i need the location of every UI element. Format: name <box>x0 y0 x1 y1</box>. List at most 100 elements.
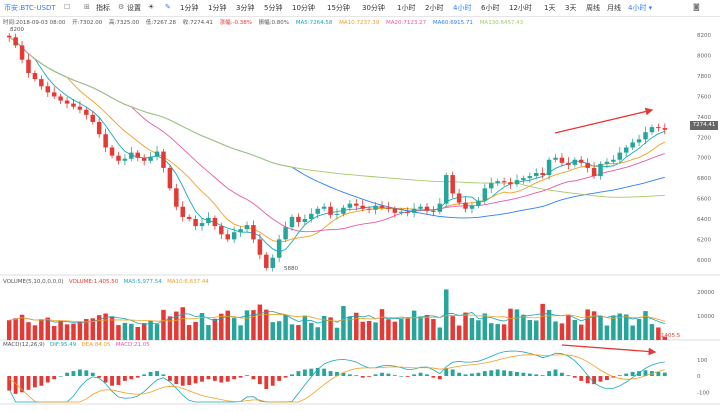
macd-bar <box>405 376 410 377</box>
macd-bar <box>322 368 327 376</box>
candle-body <box>373 205 378 210</box>
candle-body <box>96 121 102 135</box>
interval-1[interactable]: 1分钟 <box>208 4 227 12</box>
info-ma5: MA5:7264.58 <box>295 20 333 26</box>
macd-bar <box>605 376 609 381</box>
volume-bar <box>444 289 449 340</box>
macd-bar <box>13 376 18 394</box>
price-tick-label: 8000 <box>697 54 711 60</box>
interval-8[interactable]: 2小时 <box>425 4 444 12</box>
volume-bar <box>386 319 391 340</box>
candle-body <box>321 206 327 209</box>
info-close: 收:7274.41 <box>182 20 213 26</box>
macd-bar <box>495 369 500 376</box>
macd-bar <box>277 376 282 381</box>
interval-4[interactable]: 10分钟 <box>292 4 315 12</box>
pair-selector[interactable]: 币安:BTC-USDT <box>4 4 56 12</box>
interval-15[interactable]: 月线 <box>607 4 621 12</box>
volume-bar <box>122 322 128 340</box>
interval-2[interactable]: 3分钟 <box>236 4 255 12</box>
interval-16[interactable]: 4小时 ▾ <box>628 4 653 12</box>
settings-button[interactable]: 设置 <box>127 4 141 12</box>
volume-bar <box>283 314 288 340</box>
candle-body <box>334 213 340 215</box>
volume-bar <box>598 316 603 340</box>
volume-bar <box>129 323 134 340</box>
interval-0[interactable]: 1分钟 <box>180 4 199 12</box>
macd-bar <box>296 371 301 376</box>
gear-icon[interactable]: ⚙ <box>118 3 125 11</box>
macd-bar <box>347 374 352 376</box>
candle-body <box>424 206 430 211</box>
volume-tick-label: 20000 <box>697 290 715 296</box>
interval-9[interactable]: 4小时 <box>453 4 472 12</box>
interval-12[interactable]: 1天 <box>544 4 556 12</box>
volume-bar <box>611 316 616 340</box>
pair-dropdown-icon[interactable]: ☐ <box>64 3 71 11</box>
candle-body <box>122 158 128 161</box>
indicator-button[interactable]: 指标 <box>96 4 110 12</box>
macd-bar <box>77 369 82 376</box>
macd-bar <box>26 376 31 390</box>
macd-bar <box>572 376 577 378</box>
theme-toggle-icon[interactable]: ☀ <box>148 3 155 11</box>
macd-bar <box>637 371 642 376</box>
macd-bar <box>97 376 102 378</box>
candle-body <box>450 175 455 194</box>
candle-body <box>437 203 443 212</box>
candle-body <box>354 203 359 206</box>
macd-bar <box>450 369 455 376</box>
volume-bar <box>231 318 237 340</box>
macd-bar <box>84 370 89 376</box>
volume-bar <box>437 327 443 340</box>
volume-bar <box>116 325 121 340</box>
macd-bar <box>193 376 198 384</box>
volume-bar <box>199 313 205 340</box>
macd-bar <box>547 371 552 376</box>
volume-bar <box>643 311 648 340</box>
volume-bar <box>309 322 314 340</box>
volume-bar <box>456 325 462 340</box>
interval-5[interactable]: 15分钟 <box>327 4 350 12</box>
interval-3[interactable]: 5分钟 <box>264 4 283 12</box>
candle-body <box>585 162 590 168</box>
candle-body <box>238 229 243 233</box>
candle-body <box>482 188 488 201</box>
volume-bar <box>51 326 57 340</box>
candle-body <box>251 225 256 240</box>
price-tick-label: 8200 <box>697 33 711 39</box>
volume-bar <box>58 320 63 340</box>
interval-11[interactable]: 12小时 <box>509 4 532 12</box>
volume-bar <box>315 327 320 340</box>
volume-bar <box>559 323 565 340</box>
macd-bar <box>380 372 384 376</box>
volume-bar <box>405 318 410 340</box>
candle-body <box>302 218 308 223</box>
price-tick-label: 7800 <box>697 74 711 80</box>
candle-body <box>546 159 552 176</box>
candle-body <box>129 152 134 159</box>
interval-6[interactable]: 30分钟 <box>362 4 385 12</box>
volume-bar <box>572 320 578 340</box>
price-tick-label: 6600 <box>697 197 711 203</box>
indicator-icon[interactable]: ⊞ <box>84 3 90 11</box>
volume-bar <box>141 323 147 340</box>
candle-body <box>514 180 520 185</box>
candle-body <box>13 37 18 46</box>
interval-14[interactable]: 周线 <box>586 4 600 12</box>
price-tick-label: 7000 <box>697 156 711 162</box>
interval-10[interactable]: 6小时 <box>481 4 500 12</box>
info-high: 高:7325.00 <box>109 20 140 26</box>
macd-bar <box>521 372 526 376</box>
interval-13[interactable]: 3天 <box>565 4 577 12</box>
toolbar: 币安:BTC-USDT ☐ ⊞ 指标 ⚙ 设置 ☀ ✎ 1分钟 1分钟 3分钟 5分钟… <box>0 0 720 17</box>
candle-body <box>6 35 12 38</box>
draw-tool-icon[interactable]: ✎ <box>165 3 171 11</box>
candle-body <box>51 92 57 97</box>
volume-bar <box>450 316 455 340</box>
volume-bar <box>424 314 430 340</box>
interval-7[interactable]: 1小时 <box>397 4 416 12</box>
camera-icon[interactable]: ◙ <box>693 3 700 11</box>
macd-bar <box>65 372 69 376</box>
